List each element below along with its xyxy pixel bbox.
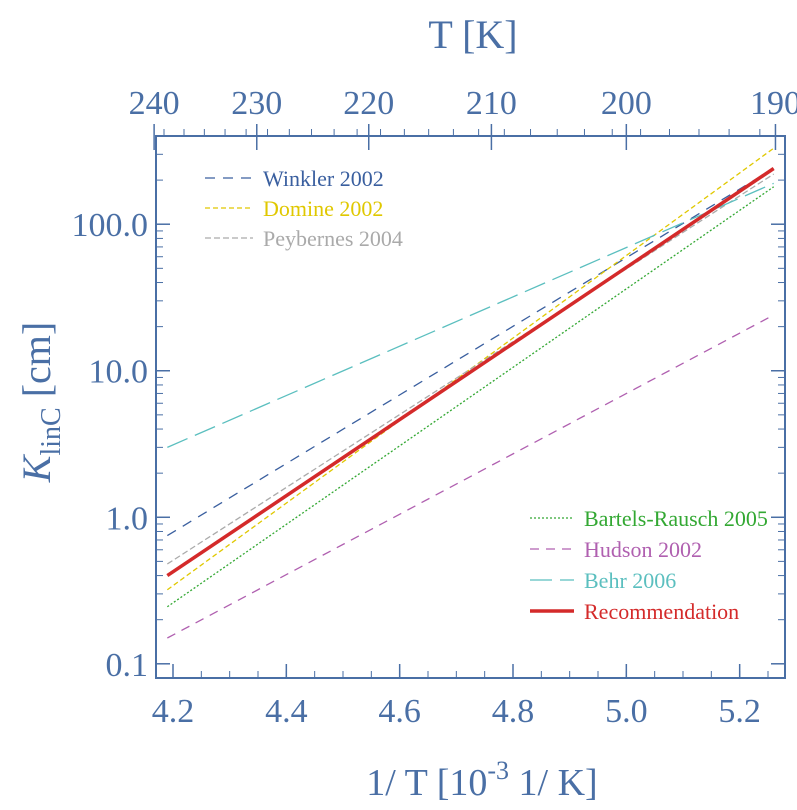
y-axis-label-sub: linC (36, 407, 67, 455)
legend-label: Behr 2006 (584, 568, 676, 593)
top-tick-label: 230 (231, 85, 282, 122)
legend-label: Bartels-Rausch 2005 (584, 506, 768, 531)
x-tick-label: 4.8 (492, 693, 535, 730)
y-tick-label: 0.1 (106, 647, 149, 684)
x-tick-label: 4.4 (265, 693, 308, 730)
top-tick-label: 190 (750, 85, 797, 122)
legend-label: Recommendation (584, 599, 739, 624)
y-tick-label: 100.0 (72, 207, 149, 244)
y-tick-label: 1.0 (106, 500, 149, 537)
y-axis-label: KlinC [cm] (14, 322, 67, 483)
legend-label: Peybernes 2004 (263, 226, 403, 251)
top-tick-label: 220 (343, 85, 394, 122)
x-axis-label: 1/ T [10-3 1/ K] (366, 756, 597, 804)
top-tick-label: 200 (601, 85, 652, 122)
x-axis-label-tail: 1/ K] (509, 762, 598, 804)
plot-frame (156, 136, 785, 678)
axis-ticks: 4.2 4.4 4.6 4.8 5.0 5.2 240 230 220 210 200 190 0.1 1… (72, 85, 797, 730)
top-tick-label: 240 (129, 85, 180, 122)
series-line (167, 315, 773, 638)
legend-label: Hudson 2002 (584, 537, 702, 562)
legend: Winkler 2002 Domine 2002 Peybernes 2004 Bar… (205, 166, 768, 624)
top-axis-label: T [K] (428, 12, 517, 57)
series-lines (167, 148, 773, 638)
x-tick-label: 4.2 (152, 693, 195, 730)
legend-label: Domine 2002 (263, 196, 383, 221)
x-tick-label: 4.6 (378, 693, 421, 730)
legend-label: Winkler 2002 (263, 166, 384, 191)
plot-area (156, 136, 785, 678)
y-axis-label-main: K (14, 453, 59, 483)
top-tick-label: 210 (466, 85, 517, 122)
y-axis-label-tail: [cm] (14, 322, 59, 408)
y-tick-label: 10.0 (89, 354, 149, 391)
x-tick-label: 5.0 (605, 693, 648, 730)
x-tick-label: 5.2 (718, 693, 761, 730)
x-axis-label-main: 1/ T [10 (366, 762, 487, 804)
x-axis-label-sup: -3 (487, 756, 509, 785)
